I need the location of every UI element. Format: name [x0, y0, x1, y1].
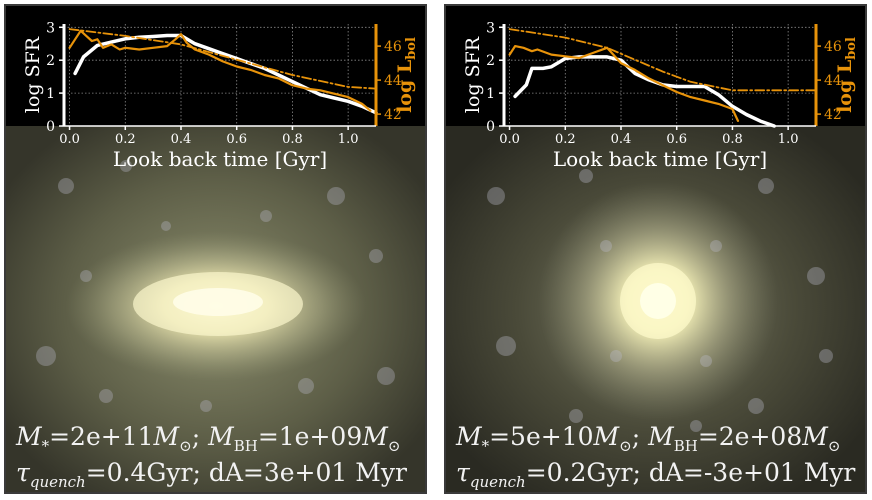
- x-tick-label: 0.4: [611, 132, 632, 147]
- series-line-lbol-fit: [68, 28, 377, 90]
- x-tick-label: 0.8: [282, 132, 303, 147]
- y-tick-label: 1: [486, 86, 495, 102]
- caption-mass-left: M*=2e+11M⊙; MBH=1e+09M⊙: [16, 422, 401, 455]
- y2-axis-label-sub: bol: [404, 37, 419, 60]
- plot-area: [504, 24, 816, 126]
- series-line-sfr: [513, 55, 776, 128]
- chart-left: 0 1 2 3 42 44 46 0.0 0.2 0.4 0.6 0.8 1.0 Look back ti…: [6, 6, 425, 171]
- y-tick-label: 3: [46, 20, 55, 36]
- y-tick-label: 2: [486, 53, 495, 69]
- x-tick-label: 1.0: [338, 132, 359, 147]
- chart-right: 0 1 2 3 42 44 46 0.0 0.2 0.4 0.6 0.8 1.0 Look back ti…: [446, 6, 865, 171]
- y2-tick-label: 42: [824, 107, 842, 123]
- x-tick-label: 0.0: [499, 132, 520, 147]
- y-axis-label: log SFR: [22, 36, 44, 113]
- galaxy-image-right: [446, 126, 865, 492]
- y2-axis-label-sub: bol: [844, 37, 859, 60]
- x-tick-label: 0.4: [171, 132, 192, 147]
- x-tick-label: 0.6: [666, 132, 687, 147]
- series-line-lbol: [508, 44, 740, 123]
- y-tick-label: 2: [46, 53, 55, 69]
- panel-left: 0 1 2 3 42 44 46 0.0 0.2 0.4 0.6 0.8 1.0 Look back ti…: [4, 4, 427, 494]
- series-line-lbol-fit: [508, 28, 817, 92]
- x-tick-label: 0.0: [59, 132, 80, 147]
- caption-quench-left: τquench=0.4Gyr; dA=3e+01 Myr: [16, 458, 407, 491]
- y-tick-label: 0: [486, 119, 495, 135]
- y2-tick-label: 44: [384, 73, 402, 89]
- y2-tick-label: 46: [824, 39, 842, 55]
- x-tick-label: 0.8: [722, 132, 743, 147]
- y2-tick-label: 44: [824, 73, 842, 89]
- x-tick-label: 1.0: [778, 132, 799, 147]
- x-tick-label: 0.6: [226, 132, 247, 147]
- y-tick-label: 0: [46, 119, 55, 135]
- y2-tick-label: 46: [384, 39, 402, 55]
- x-axis-label: Look back time [Gyr]: [113, 147, 327, 171]
- series-line-lbol: [68, 29, 372, 112]
- panel-right: 0 1 2 3 42 44 46 0.0 0.2 0.4 0.6 0.8 1.0 Look back ti…: [444, 4, 867, 494]
- y-tick-label: 3: [486, 20, 495, 36]
- x-axis-label: Look back time [Gyr]: [553, 147, 767, 171]
- y-axis-label: log SFR: [462, 36, 484, 113]
- caption-mass-right: M*=5e+10M⊙; MBH=2e+08M⊙: [456, 422, 841, 455]
- series-line-sfr: [73, 33, 378, 115]
- y-tick-label: 1: [46, 86, 55, 102]
- x-tick-label: 0.2: [555, 132, 576, 147]
- y2-tick-label: 42: [384, 107, 402, 123]
- x-tick-label: 0.2: [115, 132, 136, 147]
- plot-area: [64, 24, 376, 126]
- caption-quench-right: τquench=0.2Gyr; dA=-3e+01 Myr: [456, 458, 856, 491]
- galaxy-image-left: [6, 126, 425, 492]
